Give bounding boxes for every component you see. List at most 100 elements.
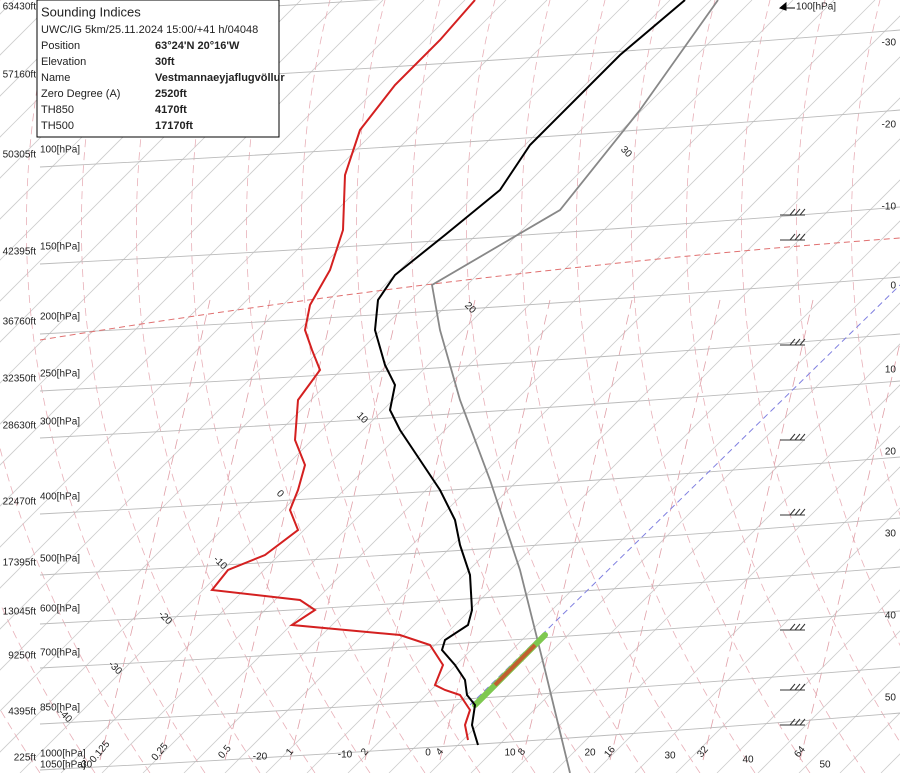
height-label: 22470ft — [3, 497, 37, 508]
info-label: Position — [41, 40, 80, 52]
right-temp-label: 10 — [885, 365, 897, 376]
dewpoint-curve — [210, 0, 476, 741]
pressure-label: 850[hPa] — [40, 703, 80, 714]
pressure-label: 300[hPa] — [40, 417, 80, 428]
isobar — [39, 566, 900, 625]
info-label: Elevation — [41, 56, 86, 68]
isotherm — [0, 0, 138, 138]
isotherm — [593, 466, 900, 773]
wind-flag — [778, 1, 795, 11]
isotherm — [388, 261, 900, 773]
height-label: 57160ft — [3, 70, 37, 81]
isotherm — [306, 179, 900, 773]
right-temp-label: -30 — [882, 38, 897, 49]
isotherm — [470, 343, 900, 773]
right-temp-label: 50 — [885, 693, 897, 704]
mixing-line — [799, 341, 900, 761]
info-value: 4170ft — [155, 104, 187, 116]
info-title: Sounding Indices — [41, 4, 141, 19]
isotherm — [757, 630, 900, 773]
dry-adiabat — [356, 0, 536, 773]
isotherm — [798, 671, 900, 773]
dry-adiabat — [301, 0, 481, 773]
isotherm — [880, 753, 900, 773]
info-label: TH500 — [41, 120, 74, 132]
isotherm — [0, 0, 425, 425]
wind-barb — [780, 683, 806, 691]
isotherm-label: -10 — [211, 554, 229, 572]
mixing-ratio-label: 0.5 — [216, 743, 234, 761]
mixing-ratio-label: 16 — [602, 744, 618, 760]
isotherm — [19, 0, 794, 773]
right-temp-label: 30 — [885, 529, 897, 540]
bottom-temp-label: 40 — [742, 755, 754, 766]
wind-barb — [780, 718, 806, 726]
pressure-label: 200[hPa] — [40, 312, 80, 323]
isobar — [39, 610, 900, 669]
isotherm — [0, 0, 753, 753]
isotherm — [0, 0, 548, 548]
bottom-temp-label: 20 — [584, 748, 596, 759]
isotherm — [634, 507, 900, 773]
mixing-line — [609, 299, 721, 761]
temperature-curve — [373, 0, 686, 746]
top-pressure-label: 100[hPa] — [796, 2, 836, 13]
dry-adiabat — [576, 0, 756, 773]
wind-barb — [780, 433, 806, 441]
dry-adiabat — [631, 0, 811, 773]
mixing-ratio-label: 4 — [434, 746, 446, 758]
pressure-label: 100[hPa] — [40, 145, 80, 156]
mixing-ratio-label: 8 — [516, 746, 528, 758]
wind-barbs — [780, 208, 806, 726]
pressure-label: 700[hPa] — [40, 648, 80, 659]
height-label: 9250ft — [8, 651, 36, 662]
wind-barb — [780, 338, 806, 346]
info-value: 2520ft — [155, 88, 187, 100]
mixing-line — [159, 299, 271, 761]
isobar — [39, 712, 900, 771]
pressure-label: 600[hPa] — [40, 604, 80, 615]
pressure-label: 500[hPa] — [40, 554, 80, 565]
height-label: 13045ft — [3, 607, 37, 618]
info-subtitle: UWC/IG 5km/25.11.2024 15:00/+41 h/04048 — [41, 24, 258, 36]
dry-adiabat — [796, 0, 900, 646]
isotherm — [839, 712, 900, 773]
dry-adiabat — [466, 0, 646, 773]
info-value: Vestmannaeyjaflugvöllur — [155, 72, 285, 84]
pressure-label: 150[hPa] — [40, 242, 80, 253]
height-label: 28630ft — [3, 421, 37, 432]
isotherm — [224, 97, 900, 773]
dry-adiabat — [741, 0, 900, 743]
dry-adiabat — [521, 0, 701, 773]
isotherm — [60, 0, 835, 773]
height-label: 50305ft — [3, 150, 37, 161]
right-temp-label: -10 — [882, 202, 897, 213]
right-temp-label: 20 — [885, 447, 897, 458]
parcel-curve — [431, 0, 719, 773]
info-value: 17170ft — [155, 120, 193, 132]
pressure-label: 1050[hPa] — [40, 760, 86, 771]
isobar — [39, 456, 900, 515]
isotherm — [552, 425, 900, 773]
wind-barb — [780, 623, 806, 631]
bottom-temp-label: -20 — [253, 752, 268, 763]
lcl-band-core — [493, 643, 537, 687]
height-label: 17395ft — [3, 558, 37, 569]
bottom-temp-label: 10 — [504, 748, 516, 759]
isotherm — [265, 138, 900, 773]
mixing-ratio-label: 2 — [359, 746, 371, 758]
tropopause-line — [39, 237, 900, 341]
wind-barb — [780, 208, 806, 216]
isobar — [39, 206, 900, 265]
mixing-ratio-label: 32 — [695, 744, 711, 760]
pressure-label: 250[hPa] — [40, 369, 80, 380]
isotherm — [716, 589, 900, 773]
dry-adiabat — [411, 0, 591, 773]
pressure-label: 400[hPa] — [40, 492, 80, 503]
isobar — [39, 380, 900, 439]
info-value: 63°24'N 20°16'W — [155, 40, 240, 52]
isotherm — [0, 0, 630, 630]
mixing-line — [224, 299, 336, 761]
isotherm-label: 0 — [274, 488, 286, 500]
height-label: 32350ft — [3, 374, 37, 385]
